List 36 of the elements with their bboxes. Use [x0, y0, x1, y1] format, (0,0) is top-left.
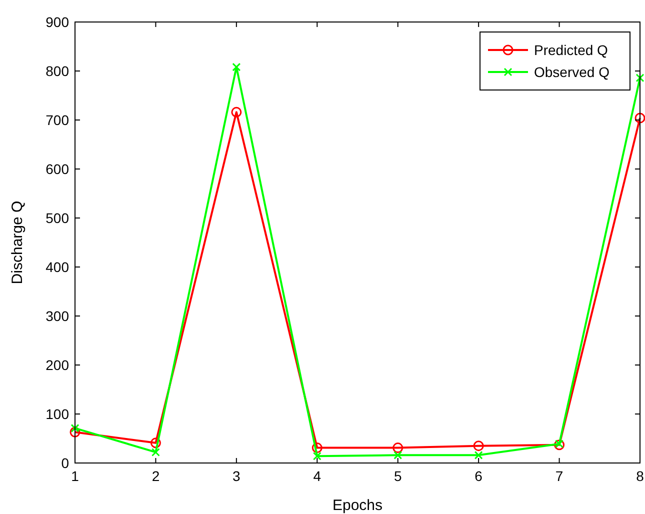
y-tick-label: 800	[46, 63, 70, 79]
x-tick-label: 5	[394, 468, 402, 484]
point	[312, 442, 322, 454]
point	[70, 426, 80, 438]
x-tick-label: 4	[313, 468, 322, 484]
x-tick-label: 3	[232, 468, 241, 484]
point	[231, 106, 242, 118]
y-axis-title: Discharge Q	[9, 200, 26, 284]
point	[312, 452, 322, 460]
point	[392, 442, 404, 454]
point	[394, 450, 402, 460]
y-tick-label: 0	[61, 455, 70, 471]
point	[634, 112, 645, 124]
point	[232, 62, 241, 72]
point	[70, 424, 80, 432]
y-tick-label: 500	[46, 210, 70, 226]
point	[151, 448, 160, 456]
x-tick-label: 6	[474, 468, 483, 484]
y-tick-label: 700	[46, 112, 70, 128]
x-tick-label: 2	[152, 468, 160, 484]
y-tick-label: 100	[46, 406, 70, 422]
point	[473, 440, 484, 452]
x-tick-label: 1	[71, 468, 80, 484]
point	[150, 438, 161, 448]
y-tick-label: 200	[46, 357, 70, 373]
legend-label: Observed Q	[534, 64, 610, 80]
y-tick-label: 900	[46, 14, 70, 30]
x-tick-label: 8	[636, 468, 644, 484]
y-tick-label: 600	[46, 161, 70, 177]
y-tick-label: 300	[46, 308, 70, 324]
x-tick-label: 7	[555, 468, 564, 484]
legend-label: Predicted Q	[534, 42, 608, 58]
point	[636, 74, 644, 82]
y-tick-label: 400	[46, 259, 70, 275]
x-axis-title: Epochs	[332, 497, 383, 514]
point	[474, 450, 483, 460]
